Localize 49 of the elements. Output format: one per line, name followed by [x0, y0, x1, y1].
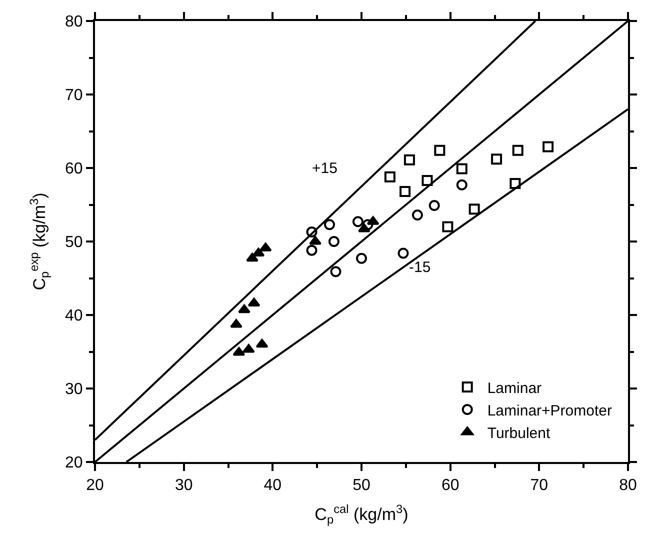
x-tick-label: 70	[530, 477, 548, 494]
legend-label: Laminar+Promoter	[487, 402, 612, 420]
point	[356, 252, 367, 264]
point	[434, 144, 446, 156]
x-tick-label: 20	[86, 477, 104, 494]
point	[230, 319, 242, 328]
legend-label: Laminar	[487, 380, 542, 397]
point	[456, 179, 468, 190]
point	[324, 219, 336, 230]
x-tick-label: 80	[619, 477, 637, 494]
y-tick-label: 50	[65, 234, 83, 252]
point	[232, 346, 246, 356]
y-tick-label: 40	[65, 308, 83, 325]
x-tick-label: 40	[264, 477, 282, 494]
point	[398, 248, 409, 259]
y-tick-label: 70	[65, 87, 83, 104]
annotation: +15	[312, 160, 338, 177]
point	[512, 144, 524, 156]
point	[330, 266, 342, 278]
point	[252, 248, 265, 257]
point	[542, 141, 554, 152]
x-tick-label: 30	[174, 477, 193, 494]
y-tick-label: 80	[65, 14, 83, 31]
legend-label: Turbulent	[487, 424, 551, 442]
point	[428, 200, 440, 211]
y-tick-label: 60	[65, 160, 83, 178]
point	[510, 178, 521, 189]
point	[384, 171, 396, 182]
point	[442, 221, 454, 232]
point	[306, 226, 318, 238]
point	[246, 252, 258, 262]
point	[328, 236, 340, 247]
point	[256, 338, 268, 348]
x-axis-title: C$_{p}$$^{cal}$ (kg/m$^{3}$)	[314, 502, 408, 527]
point	[412, 210, 423, 221]
point	[468, 204, 480, 215]
point	[491, 154, 502, 165]
x-tick-label: 60	[441, 477, 460, 494]
point	[404, 154, 415, 166]
point	[456, 163, 468, 174]
annotation: -15	[409, 259, 431, 276]
point	[238, 304, 250, 314]
point	[422, 175, 433, 186]
point	[352, 216, 364, 228]
y-tick-label: 30	[65, 381, 83, 398]
point	[306, 244, 318, 256]
point	[400, 186, 411, 198]
x-tick-label: 50	[352, 477, 370, 494]
y-tick-label: 20	[65, 454, 83, 472]
